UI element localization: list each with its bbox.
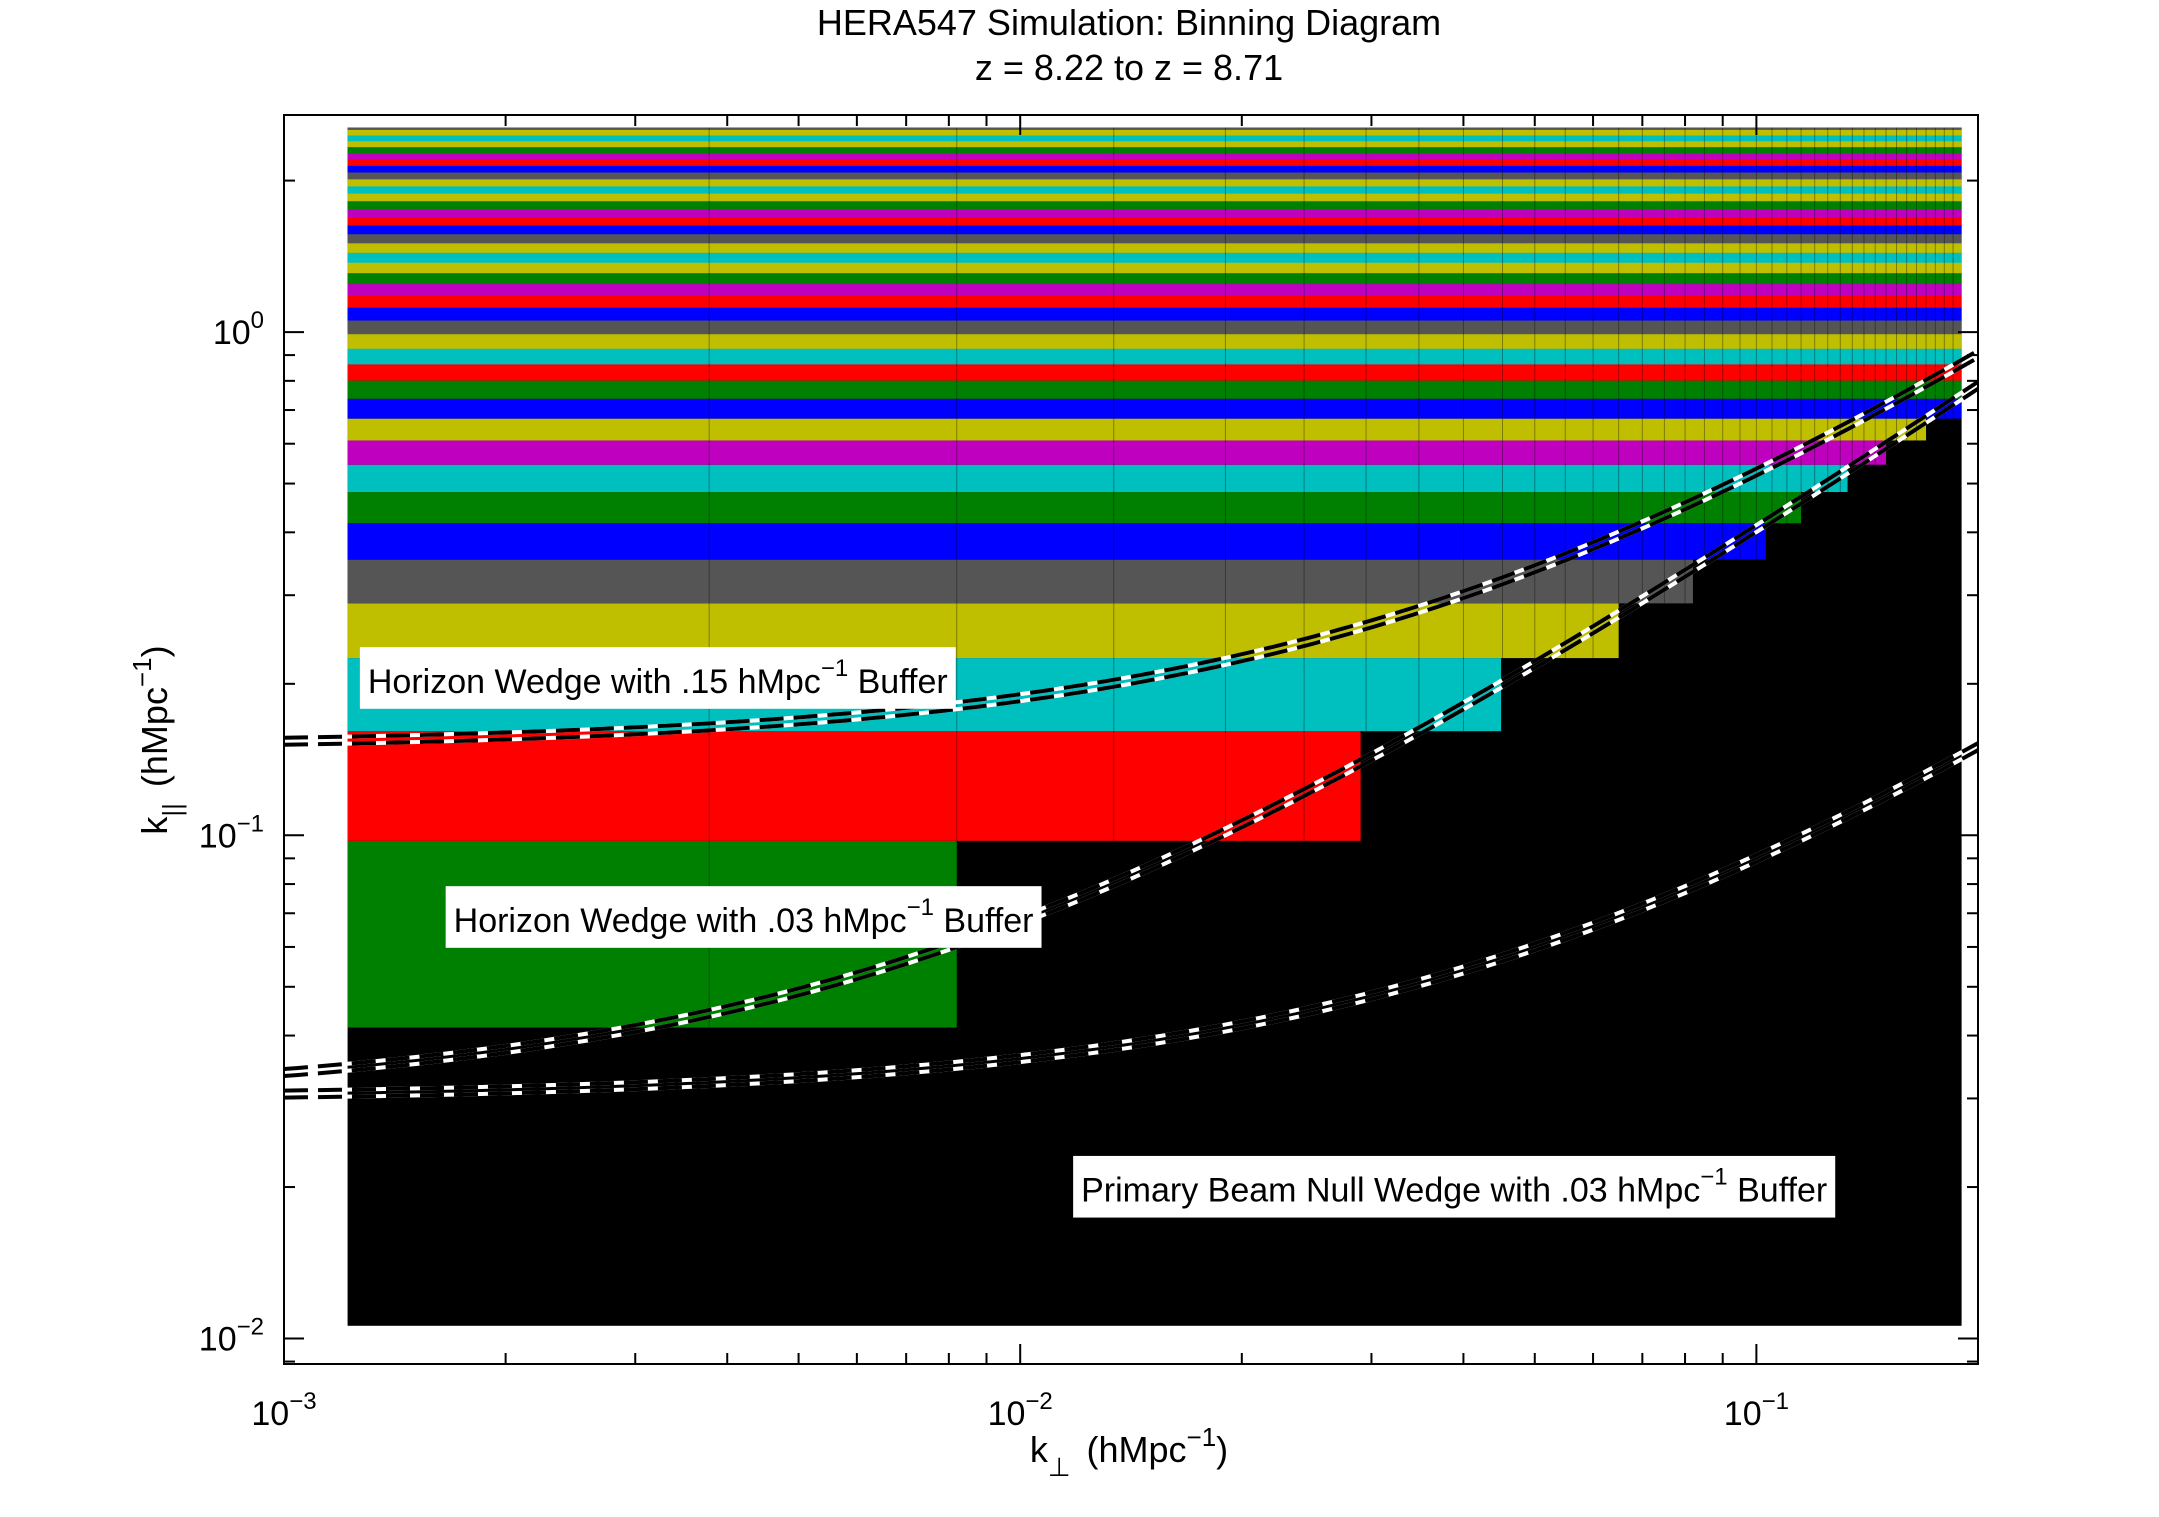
primary-beam-null-label: Primary Beam Null Wedge with .03 hMpc−1 … (1073, 1155, 1836, 1218)
primary-beam-null-wedge-stroke-3 (284, 748, 1978, 1100)
x-axis-label-sub: ⊥ (1048, 1452, 1071, 1482)
plot-frame (283, 114, 1979, 1365)
bin-11 (347, 380, 1962, 399)
horizon-wedge-003-stroke-2 (284, 380, 1978, 1072)
upper-bin-23 (347, 140, 1962, 148)
upper-bin-7 (347, 262, 1962, 274)
upper-bin-1 (347, 333, 1962, 349)
horizon-wedge-003-label-box (445, 886, 1042, 948)
chart-title: HERA547 Simulation: Binning Diagram (817, 2, 1441, 43)
horizon-wedge-003-label-main: Horizon Wedge with .03 hMpc (454, 902, 907, 940)
y-tick-label-0-base: 10 (199, 1321, 237, 1359)
upper-bin-12 (347, 216, 1962, 226)
bin-10 (347, 398, 1962, 419)
horizon-wedge-003-stroke-3 (284, 387, 1978, 1079)
x-tick-label-2: 10−1 (1724, 1388, 1789, 1433)
horizon-wedge-015-stroke-3 (284, 355, 1978, 747)
y-axis-label-main: k (134, 816, 175, 835)
horizon-wedge-003-label-text: Horizon Wedge with .03 hMpc−1 Buffer (454, 894, 1034, 940)
horizon-wedge-015-label: Horizon Wedge with .15 hMpc−1 Buffer (359, 647, 956, 709)
bin-6 (347, 492, 1802, 524)
y-axis-label-unit: (hMpc (134, 687, 175, 787)
chart-subtitle: z = 8.22 to z = 8.71 (975, 47, 1283, 88)
horizon-wedge-003-label-tail: Buffer (934, 902, 1034, 940)
upper-bin-3 (347, 307, 1962, 321)
upper-bin-0 (347, 348, 1962, 365)
primary-beam-null-wedge-line (284, 741, 1978, 1100)
bin-12 (347, 363, 1962, 381)
horizon-wedge-003-label-sup: −1 (907, 894, 934, 921)
bin-1 (347, 731, 1361, 841)
horizon-wedge-015-label-text: Horizon Wedge with .15 hMpc−1 Buffer (368, 655, 948, 701)
x-tick-label-0: 10−3 (251, 1388, 316, 1433)
x-axis-label-main: k (1030, 1429, 1049, 1470)
x-axis-label: k⊥ (hMpc−1) (1030, 1422, 1228, 1482)
horizon-wedge-015-label-main: Horizon Wedge with .15 hMpc (368, 663, 821, 701)
x-tick-label-0-base: 10 (251, 1395, 289, 1433)
horizon-wedge-015-line (284, 348, 1978, 747)
x-tick-label-2-base: 10 (1724, 1395, 1762, 1433)
x-axis-label-unit: (hMpc (1086, 1429, 1186, 1470)
primary-beam-null-label-main: Primary Beam Null Wedge with .03 hMpc (1081, 1172, 1700, 1210)
y-tick-label-1-base: 10 (199, 817, 237, 855)
horizon-wedge-015-label-tail: Buffer (848, 663, 948, 701)
upper-bin-16 (347, 185, 1962, 194)
upper-bin-2 (347, 319, 1962, 335)
y-axis-label-close: ) (134, 645, 175, 657)
upper-bin-17 (347, 178, 1962, 187)
y-tick-label-2: 100 (213, 307, 264, 352)
primary-beam-null-label-tail: Buffer (1728, 1172, 1828, 1210)
horizon-wedge-015-label-box (359, 647, 956, 709)
upper-bin-19 (347, 165, 1962, 173)
upper-bin-6 (347, 272, 1962, 285)
upper-bin-4 (347, 294, 1962, 308)
y-axis-label-sup: −1 (127, 657, 157, 687)
upper-bin-25 (347, 129, 1962, 136)
y-tick-label-2-base: 10 (213, 314, 251, 352)
x-axis-label-sup: −1 (1187, 1422, 1217, 1452)
y-tick-label-0: 10−2 (199, 1314, 264, 1359)
bin-9 (347, 418, 1927, 441)
y-axis-label-sub: || (157, 803, 187, 817)
y-tick-label-1: 10−1 (199, 810, 264, 855)
horizon-wedge-015-stroke-2 (284, 348, 1978, 740)
x-tick-label-1: 10−2 (988, 1388, 1053, 1433)
primary-beam-null-label-text: Primary Beam Null Wedge with .03 hMpc−1 … (1081, 1164, 1827, 1210)
upper-bin-13 (347, 208, 1962, 218)
x-axis-label-close: ) (1216, 1429, 1228, 1470)
bin-8 (347, 440, 1887, 465)
y-tick-label-0-exp: −2 (237, 1314, 264, 1341)
upper-bin-5 (347, 283, 1962, 296)
x-tick-label-1-exp: −2 (1025, 1388, 1052, 1415)
upper-bin-26 (347, 127, 1962, 130)
upper-bin-21 (347, 152, 1962, 160)
x-tick-label-1-base: 10 (988, 1395, 1026, 1433)
upper-bin-10 (347, 233, 1962, 244)
horizon-wedge-003-line (284, 380, 1978, 1079)
upper-bin-20 (347, 158, 1962, 166)
primary-beam-null-wedge-stroke-2 (284, 741, 1978, 1093)
x-tick-label-2-exp: −1 (1762, 1388, 1789, 1415)
y-axis-label: k|| (hMpc−1) (127, 645, 187, 834)
upper-bin-15 (347, 193, 1962, 202)
horizon-wedge-015-label-sup: −1 (821, 655, 848, 682)
primary-beam-null-label-box (1073, 1155, 1836, 1218)
upper-bin-22 (347, 146, 1962, 154)
upper-bin-24 (347, 134, 1962, 142)
primary-beam-null-label-sup: −1 (1700, 1164, 1727, 1191)
upper-bin-14 (347, 200, 1962, 210)
x-tick-label-0-exp: −3 (289, 1388, 316, 1415)
y-tick-label-2-exp: 0 (251, 307, 264, 334)
bin-7 (347, 464, 1848, 493)
plot-area (284, 127, 1978, 1326)
upper-bin-8 (347, 252, 1962, 263)
upper-bin-18 (347, 171, 1962, 180)
bin-5 (347, 523, 1766, 560)
upper-bin-11 (347, 224, 1962, 235)
upper-bin-9 (347, 242, 1962, 253)
y-tick-label-1-exp: −1 (237, 810, 264, 837)
horizon-wedge-003-label: Horizon Wedge with .03 hMpc−1 Buffer (445, 886, 1042, 948)
